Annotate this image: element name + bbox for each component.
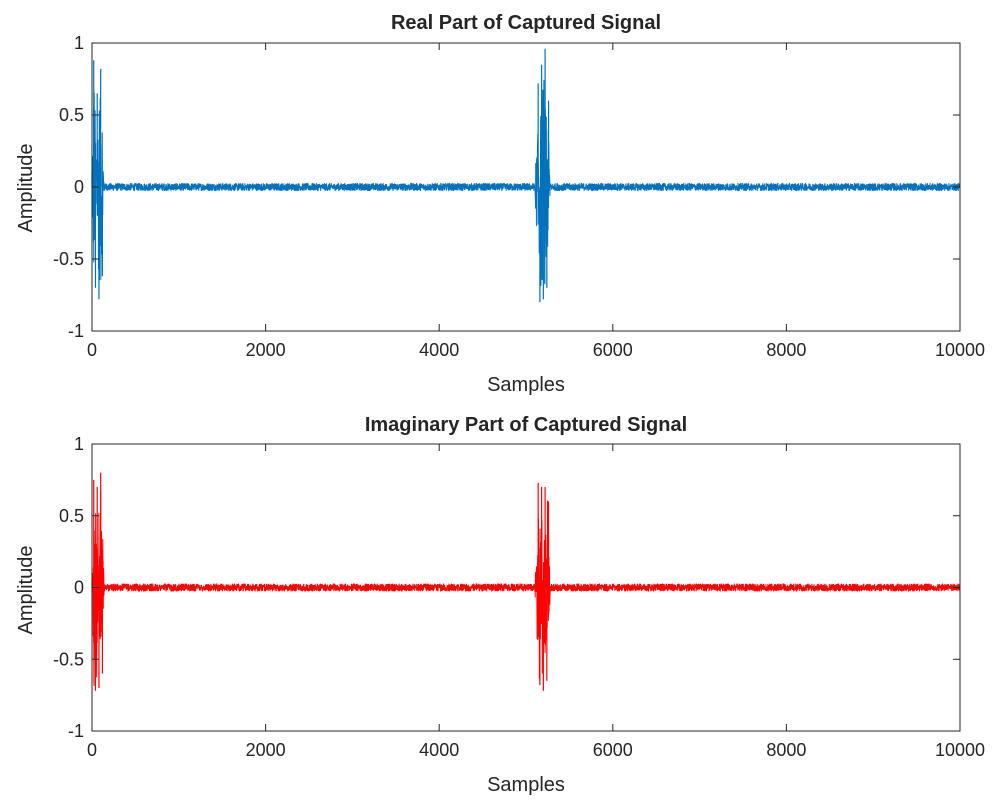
imaginary-part-ytick-label: -0.5	[53, 649, 84, 669]
imaginary-part-x-label: Samples	[487, 774, 565, 796]
real-part-ytick-label: 1	[74, 33, 84, 53]
real-part-xtick-label: 6000	[593, 340, 633, 360]
imaginary-part-xtick-label: 0	[87, 740, 97, 760]
imaginary-part-xtick-label: 6000	[593, 740, 633, 760]
real-part-ytick-label: 0	[74, 177, 84, 197]
imaginary-part-xtick-label: 4000	[419, 740, 459, 760]
real-part-axes-box	[91, 42, 961, 332]
imaginary-part-ytick-label: 0	[74, 578, 84, 598]
real-part-axes: Real Part of Captured Signal 0 2000 4000 60…	[15, 12, 985, 396]
real-part-plot-area	[91, 48, 961, 303]
real-part-ytick-label: 0.5	[59, 105, 84, 125]
real-part-ticks: 0 2000 4000 6000 8000 10000 -1 -0.5 0 0.5 1	[53, 33, 985, 360]
imaginary-part-xtick-label: 10000	[935, 740, 985, 760]
imaginary-part-title: Imaginary Part of Captured Signal	[365, 414, 687, 436]
real-part-ytick-label: -0.5	[53, 249, 84, 269]
imaginary-part-ytick-label: 0.5	[59, 506, 84, 526]
imaginary-part-xtick-label: 8000	[766, 740, 806, 760]
real-part-xtick-label: 10000	[935, 340, 985, 360]
real-part-y-label: Amplitude	[15, 144, 37, 233]
imaginary-part-ytick-label: -1	[68, 721, 84, 741]
real-part-xtick-label: 2000	[246, 340, 286, 360]
imaginary-part-axes: Imaginary Part of Captured Signal 0 2000 4…	[15, 414, 985, 796]
real-part-title: Real Part of Captured Signal	[391, 12, 661, 34]
imaginary-part-series-line	[91, 490, 961, 686]
imaginary-part-y-label: Amplitude	[15, 546, 37, 635]
imaginary-part-ytick-label: 1	[74, 434, 84, 454]
real-part-series-line	[91, 79, 961, 287]
real-part-x-label: Samples	[487, 374, 565, 396]
imaginary-part-xtick-label: 2000	[246, 740, 286, 760]
real-part-xtick-label: 0	[87, 340, 97, 360]
imaginary-part-axes-box	[91, 443, 961, 732]
imaginary-part-plot-area	[91, 472, 961, 691]
imaginary-part-ticks: 0 2000 4000 6000 8000 10000 -1 -0.5 0 0.5 1	[53, 434, 985, 760]
real-part-ytick-label: -1	[68, 321, 84, 341]
real-part-xtick-label: 4000	[419, 340, 459, 360]
real-part-xtick-label: 8000	[766, 340, 806, 360]
